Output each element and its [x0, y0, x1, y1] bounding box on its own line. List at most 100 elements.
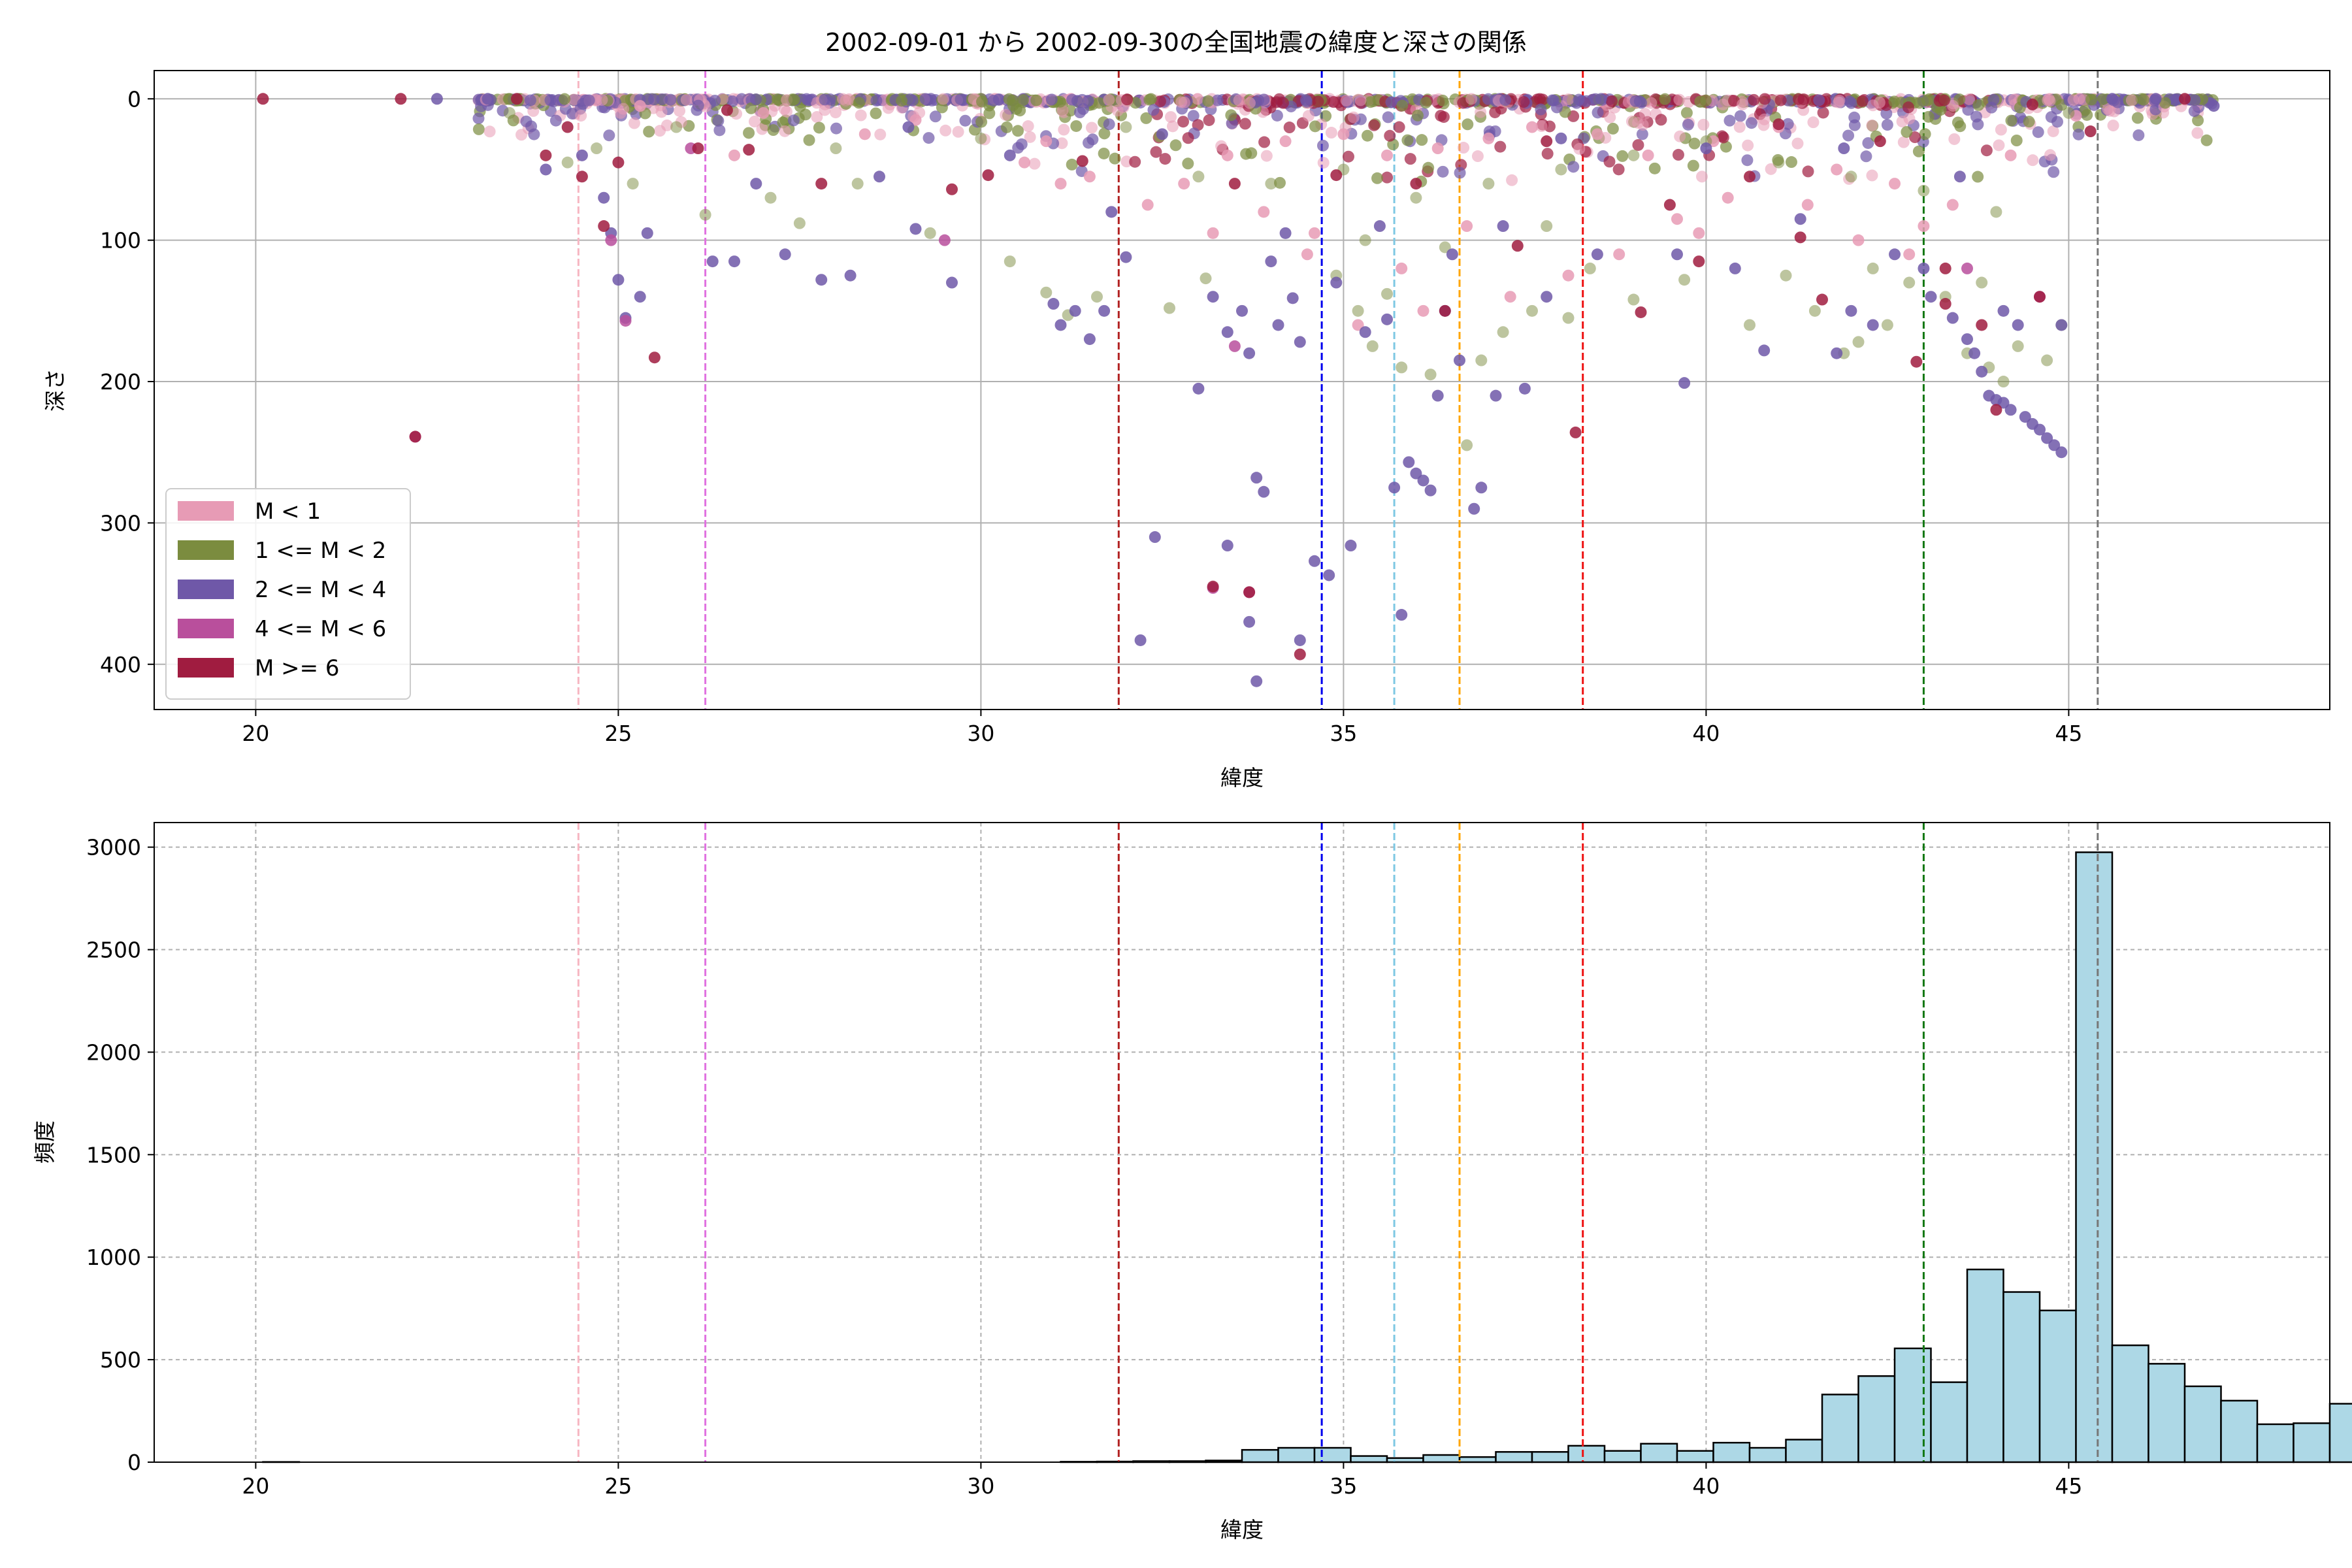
- scatter-point: [1207, 291, 1219, 303]
- scatter-point: [1221, 540, 1233, 552]
- scatter-point: [946, 183, 958, 195]
- scatter-point: [800, 93, 813, 105]
- x-tick-label: 20: [242, 721, 269, 746]
- scatter-point: [1901, 125, 1913, 138]
- scatter-point: [1366, 340, 1379, 352]
- scatter-point: [1794, 213, 1806, 225]
- scatter-point: [1903, 276, 1916, 289]
- scatter-point: [1922, 110, 1935, 123]
- scatter-point: [1424, 484, 1437, 497]
- scatter-point: [1946, 99, 1959, 112]
- scatter-point: [1182, 157, 1194, 170]
- scatter-point: [1674, 130, 1686, 142]
- scatter-point: [1420, 97, 1432, 109]
- histogram-bar: [2256, 1423, 2295, 1463]
- histogram-bar: [1350, 1455, 1388, 1463]
- scatter-point: [787, 114, 800, 127]
- x-tick-label: 35: [1330, 721, 1357, 746]
- scatter-point: [2032, 126, 2044, 139]
- scatter-point: [1302, 110, 1315, 122]
- scatter-point: [1017, 94, 1030, 106]
- scatter-point: [1239, 118, 1251, 130]
- scatter-point: [528, 128, 540, 140]
- scatter-point: [874, 171, 885, 183]
- scatter-point: [1047, 298, 1060, 310]
- scatter-point: [2005, 114, 2017, 127]
- scatter-point: [1976, 276, 1988, 289]
- scatter-point: [815, 274, 828, 286]
- scatter-point: [1535, 120, 1548, 133]
- scatter-point: [1337, 128, 1350, 140]
- scatter-point: [1330, 169, 1343, 182]
- scatter-point: [1734, 110, 1746, 122]
- y-tick-label: 500: [100, 1347, 141, 1373]
- scatter-point: [1243, 347, 1256, 359]
- scatter-point: [1393, 121, 1405, 133]
- scatter-point: [1424, 368, 1437, 381]
- scatter-point: [1961, 262, 1973, 274]
- scatter-point: [1396, 361, 1408, 374]
- scatter-point: [706, 255, 719, 268]
- scatter-point: [1741, 154, 1754, 167]
- scatter-point: [1968, 347, 1981, 359]
- scatter-point: [680, 93, 693, 106]
- scatter-point: [1717, 98, 1729, 110]
- scatter-point: [1939, 262, 1952, 274]
- scatter-point: [1717, 131, 1729, 144]
- scatter-point: [1604, 111, 1616, 123]
- x-tick-label: 40: [1692, 721, 1720, 746]
- scatter-point: [1573, 142, 1586, 155]
- scatter-point: [1591, 128, 1603, 140]
- scatter-point: [1381, 287, 1393, 300]
- scatter-point: [1098, 147, 1110, 159]
- scatter-point: [670, 121, 683, 133]
- legend-item: 4 <= M < 6: [178, 616, 386, 642]
- scatter-point: [544, 94, 557, 106]
- legend-label: 2 <= M < 4: [255, 577, 386, 603]
- scatter-point: [1659, 93, 1671, 105]
- histogram-bar: [1640, 1443, 1678, 1463]
- scatter-point: [664, 93, 677, 106]
- scatter-point: [1972, 99, 1985, 111]
- scatter-point: [1340, 94, 1352, 106]
- scatter-point: [1200, 272, 1212, 285]
- scatter-point: [1584, 262, 1596, 274]
- scatter-point: [1271, 109, 1283, 122]
- scatter-point: [1918, 184, 1930, 197]
- scatter-point: [1888, 95, 1901, 108]
- scatter-point: [1518, 96, 1530, 108]
- scatter-point: [982, 169, 994, 182]
- scatter-point: [1696, 171, 1708, 183]
- chart-title: 2002-09-01 から 2002-09-30の全国地震の緯度と深さの関係: [825, 28, 1527, 57]
- scatter-point: [1258, 136, 1271, 148]
- scatter-point: [1475, 354, 1488, 367]
- scatter-point: [1592, 106, 1604, 119]
- histogram-bar: [1893, 1347, 1932, 1463]
- scatter-point: [1030, 94, 1043, 106]
- scatter-point: [1410, 467, 1422, 480]
- scatter-point: [2179, 93, 2191, 105]
- scatter-point: [1381, 313, 1393, 325]
- scatter-point: [1294, 648, 1306, 661]
- scatter-point: [627, 178, 639, 190]
- scatter-point: [1867, 319, 1879, 331]
- scatter-point: [1744, 319, 1756, 331]
- scatter-point: [1258, 485, 1270, 498]
- scatter-point: [855, 109, 867, 122]
- scatter-point: [1250, 472, 1263, 484]
- scatter-point: [870, 95, 883, 107]
- scatter-point: [1203, 114, 1215, 126]
- scatter-point: [1109, 152, 1121, 165]
- histogram-bar: [2075, 851, 2114, 1463]
- scatter-point: [1729, 262, 1741, 274]
- scatter-point: [1040, 286, 1053, 299]
- scatter-point: [1166, 120, 1179, 133]
- scatter-point: [1384, 129, 1396, 142]
- scatter-point: [1655, 114, 1667, 126]
- scatter-point: [1417, 474, 1429, 487]
- x-tick-label: 45: [2055, 1473, 2082, 1499]
- scatter-point: [1286, 292, 1299, 304]
- histogram-bar: [1966, 1268, 2004, 1463]
- scatter-point: [1693, 255, 1705, 268]
